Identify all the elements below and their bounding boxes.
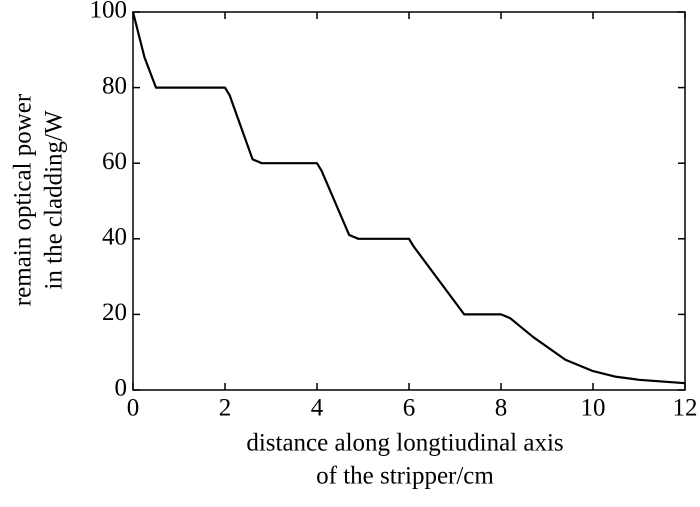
x-tick-label: 0 bbox=[127, 395, 140, 422]
y-tick-label: 20 bbox=[102, 299, 127, 326]
x-tick-label: 2 bbox=[219, 395, 232, 422]
x-tick-label: 12 bbox=[673, 395, 698, 422]
x-tick-label: 4 bbox=[311, 395, 324, 422]
y-tick-label: 80 bbox=[102, 72, 127, 99]
y-tick-label: 40 bbox=[102, 224, 127, 251]
x-tick-label: 10 bbox=[581, 395, 606, 422]
data-line bbox=[131, 11, 686, 385]
x-tick-label: 6 bbox=[403, 395, 416, 422]
y-axis-label: in the cladding/W bbox=[41, 110, 68, 290]
plot-frame bbox=[132, 11, 686, 391]
y-tick-label: 0 bbox=[115, 375, 128, 402]
y-tick-label: 100 bbox=[90, 0, 128, 24]
x-axis-label: of the stripper/cm bbox=[316, 463, 494, 490]
x-tick-label: 8 bbox=[495, 395, 508, 422]
x-axis-label: distance along longtiudinal axis bbox=[246, 430, 563, 457]
y-tick-label: 60 bbox=[102, 148, 127, 175]
y-axis-label: remain optical power bbox=[10, 93, 37, 306]
